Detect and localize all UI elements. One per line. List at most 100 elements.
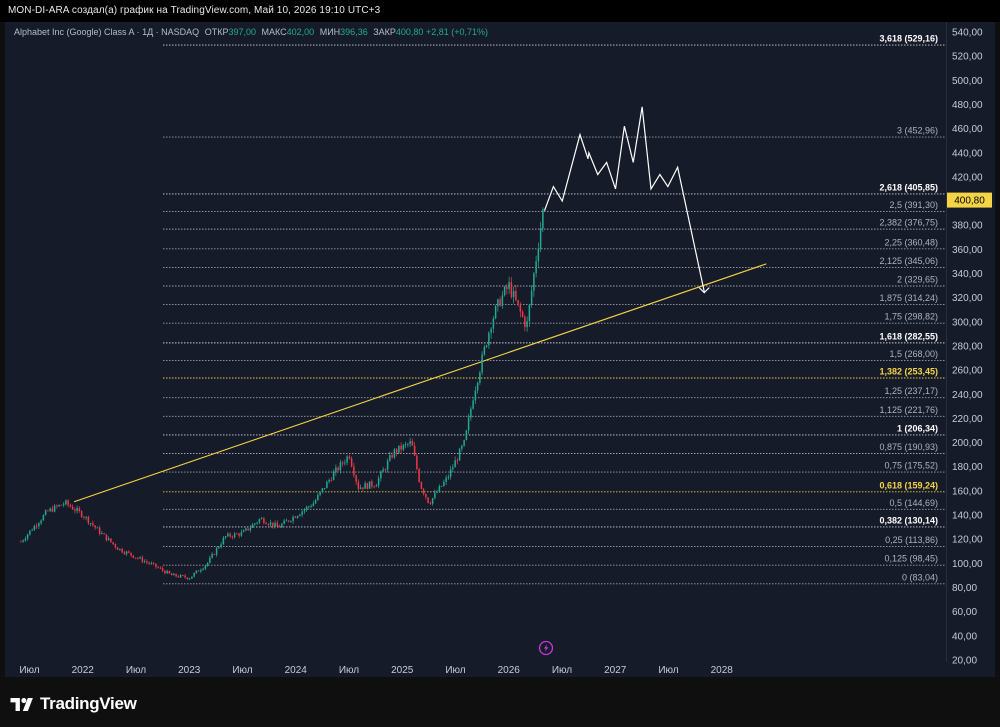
y-tick-label: 180,00	[952, 462, 983, 473]
y-tick-label: 540,00	[952, 28, 983, 39]
candle-body	[497, 299, 499, 307]
candle-body	[339, 462, 342, 471]
candle-body	[467, 417, 470, 431]
candle-body	[251, 524, 254, 528]
y-tick-label: 360,00	[952, 245, 983, 256]
candle-body	[231, 536, 234, 538]
trendline-layer	[73, 263, 767, 503]
candle-body	[249, 527, 252, 531]
fib-label: 1,382 (253,45)	[879, 367, 938, 377]
candle-body	[67, 500, 69, 505]
candle-body	[247, 528, 249, 531]
candle-body	[98, 527, 101, 534]
candle-body	[209, 557, 211, 563]
x-tick-label: Июл	[552, 665, 572, 676]
y-tick-label: 460,00	[952, 124, 983, 135]
candle-body	[263, 518, 265, 524]
candle-body	[481, 354, 483, 373]
candle-body	[278, 526, 281, 528]
x-tick-label: 2022	[72, 665, 95, 676]
candle-body	[272, 522, 274, 527]
candle-body	[411, 441, 414, 446]
candle-body	[425, 493, 427, 498]
candle-body	[141, 557, 144, 562]
candle-body	[503, 286, 506, 296]
chart-caption: MON-DI-ARA создал(а) график на TradingVi…	[8, 5, 381, 16]
symbol-name[interactable]: Alphabet Inc (Google) Class A · 1Д · NAS…	[14, 27, 200, 37]
candle-body	[445, 477, 447, 482]
candle-body	[238, 533, 240, 536]
candle-body	[197, 570, 200, 572]
candle-body	[224, 536, 227, 538]
candle-body	[20, 541, 22, 543]
candle-body	[130, 552, 132, 556]
high-label: МАКС	[261, 27, 287, 37]
candle-body	[186, 577, 189, 580]
candle-body	[368, 481, 371, 489]
fib-label: 3,618 (529,16)	[879, 34, 938, 44]
tradingview-logo[interactable]: TradingView	[10, 694, 137, 714]
candle-body	[96, 527, 99, 529]
y-tick-label: 380,00	[952, 221, 983, 232]
candle-body	[535, 261, 537, 274]
candle-body	[80, 511, 83, 517]
candle-body	[314, 500, 317, 504]
candle-body	[258, 519, 261, 523]
x-tick-label: 2025	[391, 665, 414, 676]
fib-label: 1,75 (298,82)	[884, 312, 938, 322]
candle-body	[494, 306, 497, 319]
candle-body	[508, 282, 510, 289]
chart-pane[interactable]	[5, 22, 995, 677]
candle-body	[434, 492, 436, 499]
candle-body	[164, 570, 166, 574]
y-tick-label: 320,00	[952, 293, 983, 304]
candle-body	[290, 521, 292, 522]
candle-body	[330, 479, 333, 481]
fib-label: 1,5 (268,00)	[889, 349, 938, 359]
candle-body	[137, 557, 139, 559]
candle-body	[44, 510, 47, 516]
fib-label: 3 (452,96)	[897, 126, 938, 136]
candle-body	[420, 481, 423, 489]
candle-body	[29, 530, 31, 535]
candle-body	[206, 562, 209, 566]
candle-body	[456, 460, 459, 462]
lightning-icon[interactable]	[538, 640, 554, 656]
candle-body	[323, 488, 326, 489]
candle-body	[65, 500, 67, 505]
candle-body	[195, 570, 198, 574]
candle-body	[125, 551, 128, 554]
candle-body	[265, 523, 267, 525]
candle-body	[222, 537, 225, 545]
y-tick-label: 420,00	[952, 172, 983, 183]
candle-body	[240, 532, 243, 536]
candle-body	[200, 570, 202, 572]
last-price-badge	[947, 192, 992, 208]
candle-body	[418, 468, 420, 482]
candle-body	[422, 488, 425, 494]
candle-body	[380, 471, 382, 479]
candle-body	[254, 523, 256, 525]
candle-body	[105, 534, 108, 541]
x-tick-label: 2023	[178, 665, 201, 676]
x-tick-label: Июл	[232, 665, 252, 676]
candle-body	[510, 282, 513, 297]
fib-label: 0,618 (159,24)	[879, 480, 938, 490]
candle-body	[22, 540, 24, 542]
candle-body	[256, 522, 258, 524]
fib-label: 2,618 (405,85)	[879, 182, 938, 192]
candle-body	[454, 460, 456, 468]
candle-body	[357, 481, 360, 489]
candle-body	[83, 516, 85, 518]
price-axis[interactable]	[946, 22, 996, 662]
candle-body	[283, 520, 285, 524]
fib-label: 2,125 (345,06)	[879, 256, 938, 266]
candle-body	[166, 570, 168, 574]
x-tick-label: Июл	[658, 665, 678, 676]
candle-body	[159, 567, 162, 569]
candle-body	[143, 561, 146, 563]
candle-body	[161, 568, 164, 571]
candle-body	[362, 487, 364, 489]
candle-body	[215, 548, 218, 555]
